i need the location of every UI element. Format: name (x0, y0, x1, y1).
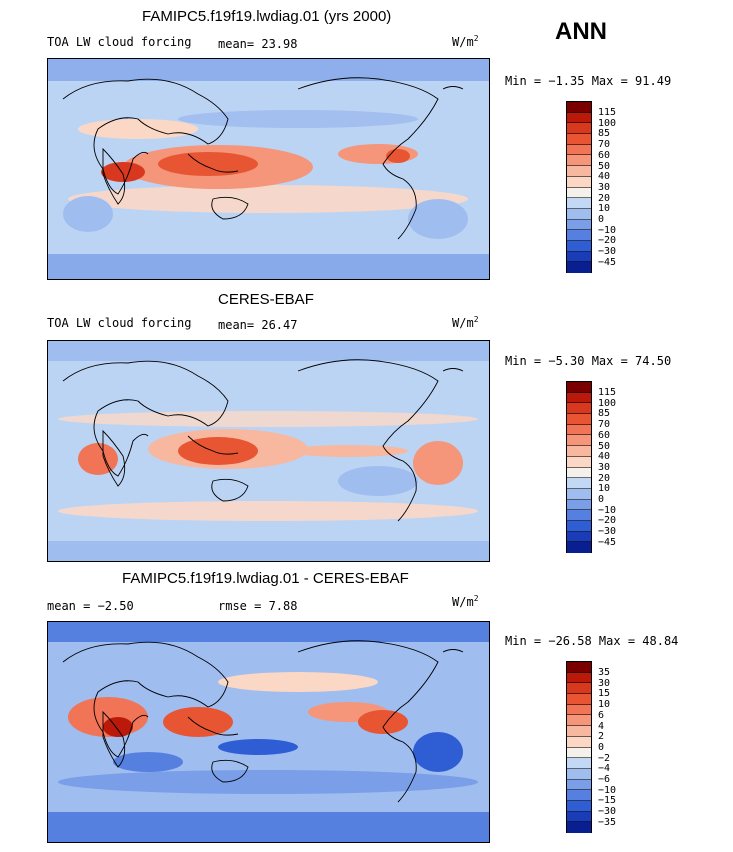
cbar-label: 115 (598, 387, 617, 398)
panel2-units: W/m2 (452, 315, 479, 330)
panel2-map (47, 340, 490, 562)
cbar-label: 60 (598, 150, 611, 161)
cbar-label: 100 (598, 118, 617, 129)
panel1-mean: mean= 23.98 (218, 37, 298, 51)
cbar-label: −20 (598, 235, 617, 246)
cbar-label: 30 (598, 462, 611, 473)
season-label: ANN (555, 18, 607, 45)
panel2-coastlines (62, 359, 464, 522)
panel1-variable-label: TOA LW cloud forcing (47, 35, 192, 49)
panel2-variable-label: TOA LW cloud forcing (47, 316, 192, 330)
panel3-mean: mean = −2.50 (47, 599, 134, 613)
cbar-label: 20 (598, 193, 611, 204)
panel1-coastlines (62, 77, 464, 240)
panel3-coastlines (62, 640, 464, 803)
cbar-label: 4 (598, 721, 605, 732)
cbar-label: −6 (598, 774, 611, 785)
panel1-units: W/m2 (452, 34, 479, 49)
panel3-units: W/m2 (452, 594, 479, 609)
cbar-label: 40 (598, 451, 611, 462)
cbar-label: 115 (598, 107, 617, 118)
cbar-label: 0 (598, 742, 605, 753)
panel1-minmax: Min = −1.35 Max = 91.49 (505, 74, 672, 88)
cbar-label: 85 (598, 408, 611, 419)
cbar-label: 35 (598, 667, 611, 678)
panel3-minmax: Min = −26.58 Max = 48.84 (505, 634, 679, 648)
cbar-label: −35 (598, 817, 617, 828)
cbar-label: 0 (598, 214, 605, 225)
cbar-label: 100 (598, 398, 617, 409)
cbar-label: 10 (598, 203, 611, 214)
cbar-label: 85 (598, 128, 611, 139)
panel3-title: FAMIPC5.f19f19.lwdiag.01 - CERES-EBAF (122, 570, 409, 587)
cbar-label: 15 (598, 688, 611, 699)
cbar-label: 30 (598, 182, 611, 193)
panel2-mean: mean= 26.47 (218, 318, 298, 332)
panel3-rmse: rmse = 7.88 (218, 599, 298, 613)
cbar-label: −10 (598, 225, 617, 236)
cbar-label: −10 (598, 505, 617, 516)
cbar-label: 50 (598, 161, 611, 172)
cbar-label: −30 (598, 526, 617, 537)
panel2-colorbar (566, 381, 592, 553)
panel1-map (47, 58, 490, 280)
cbar-label: −2 (598, 753, 611, 764)
cbar-label: 70 (598, 139, 611, 150)
cbar-label: 70 (598, 419, 611, 430)
cbar-label: −10 (598, 785, 617, 796)
panel3-colorbar (566, 661, 592, 833)
panel2-minmax: Min = −5.30 Max = 74.50 (505, 354, 672, 368)
cbar-label: −45 (598, 537, 617, 548)
panel3-map-svg (48, 622, 489, 842)
cbar-label: 10 (598, 483, 611, 494)
cbar-label: 0 (598, 494, 605, 505)
panel2-title: CERES-EBAF (218, 291, 314, 308)
cbar-label: −30 (598, 246, 617, 257)
cbar-label: −20 (598, 515, 617, 526)
cbar-label: 10 (598, 699, 611, 710)
cbar-label: 60 (598, 430, 611, 441)
cbar-label: 2 (598, 731, 605, 742)
cbar-label: −4 (598, 763, 611, 774)
cbar-label: −45 (598, 257, 617, 268)
cbar-label: 20 (598, 473, 611, 484)
panel3-map (47, 621, 490, 843)
cbar-label: −30 (598, 806, 617, 817)
cbar-label: 6 (598, 710, 605, 721)
cbar-label: 50 (598, 441, 611, 452)
panel2-map-svg (48, 341, 489, 561)
cbar-label: 40 (598, 171, 611, 182)
panel1-map-svg (48, 59, 489, 279)
cbar-label: 30 (598, 678, 611, 689)
panel1-colorbar (566, 101, 592, 273)
panel1-title: FAMIPC5.f19f19.lwdiag.01 (yrs 2000) (142, 8, 392, 25)
cbar-label: −15 (598, 795, 617, 806)
